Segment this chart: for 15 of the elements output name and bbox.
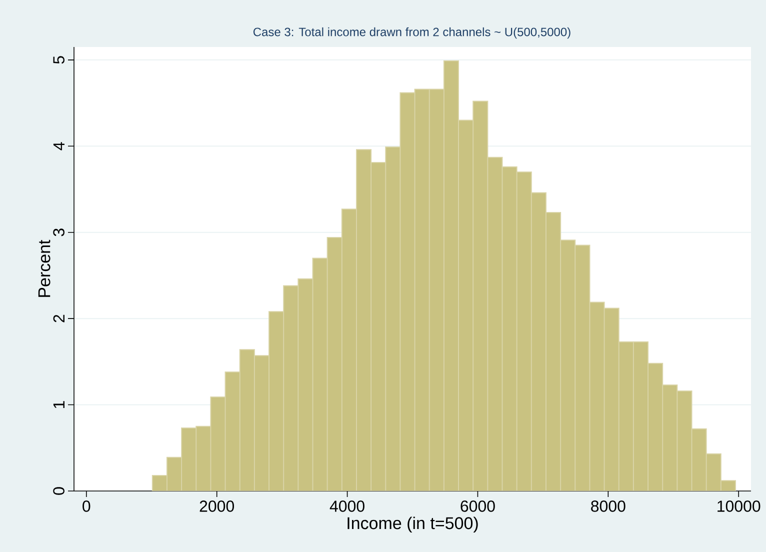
y-tick-label: 1 (53, 401, 64, 408)
x-tick-label: 4000 (330, 500, 364, 512)
x-tick-label: 2000 (200, 500, 234, 512)
y-tick-label: 0 (53, 487, 64, 495)
x-tick-label: 6000 (460, 500, 495, 512)
x-tick-label: 8000 (591, 500, 626, 512)
x-axis-title: Income (in t=500) (348, 516, 478, 533)
x-tick-label: 10000 (718, 500, 760, 512)
y-tick-label: 3 (53, 228, 64, 236)
chart-title: Case 3: Total income drawn from 2 channels ~ U(500,5000) (253, 27, 570, 39)
y-tick-label: 5 (53, 56, 64, 64)
y-axis-title: Percent (38, 240, 50, 297)
x-tick-label: 0 (82, 500, 90, 512)
y-tick-label: 2 (53, 314, 64, 322)
y-tick-label: 4 (53, 142, 64, 150)
